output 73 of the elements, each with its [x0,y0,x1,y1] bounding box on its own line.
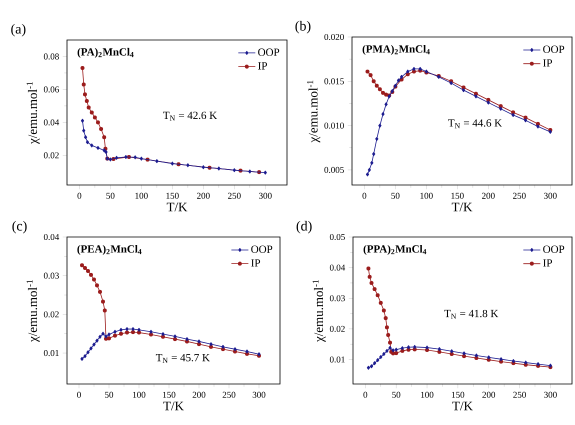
y-tick-label: 0.020 [324,34,344,40]
x-tick-label: 150 [166,192,179,199]
text: (PEA)$_{2}$MnCl$_{4}$ [77,244,142,255]
y-tick-label: 0.04 [44,119,60,126]
text: (PMA)$_{2}$MnCl$_{4}$ [362,44,430,55]
legend-label: IP [543,59,552,67]
y-tick-label: 0.02 [44,311,59,318]
x-tick-label: 0 [362,192,366,199]
x-tick-label: 250 [513,392,526,398]
y-tick-label: 0.01 [44,350,59,356]
x-tick-label: 100 [133,392,146,398]
x-tick-label: 200 [482,392,496,398]
legend-label: OOP [251,246,272,253]
x-tick-label: 200 [192,392,206,398]
y-tick-label: 0.05 [330,234,345,240]
x-tick-label: 250 [228,192,241,199]
chart-title: (a) [11,24,26,36]
x-tick-label: 200 [482,192,495,199]
x-axis-title: T/K [166,202,188,212]
x-tick-label: 250 [512,192,526,199]
y-axis-title: χ/emu.mol$^{-1}$ [26,82,40,144]
x-tick-label: 300 [259,192,272,199]
annotation: T$_{N}$ = 45.7 K [156,354,210,363]
x-tick-label: 250 [222,392,236,398]
y-axis-title: χ/emu.mol$^{-1}$ [307,80,320,143]
y-tick-label: 0.03 [44,272,59,279]
annotation: T$_{N}$ = 44.6 K [448,119,502,128]
y-tick-label: 0.02 [44,152,59,158]
y-tick-label: 0.04 [44,234,60,240]
legend-label: IP [258,62,268,70]
chart-title: (b) [295,20,310,34]
x-tick-label: 150 [452,392,464,398]
x-tick-label: 50 [105,392,114,398]
annotation: T$_{N}$ = 42.6 K [163,112,218,121]
x-tick-label: 0 [77,392,81,398]
y-tick-label: 0.015 [324,78,344,84]
y-tick-label: 0.08 [44,53,59,60]
y-tick-label: 0.01 [330,356,345,363]
x-tick-label: 300 [252,392,266,398]
x-axis-title: T/K [163,402,184,410]
legend-label: IP [543,259,552,267]
x-tick-label: 0 [363,392,368,398]
y-tick-label: 0.06 [44,86,59,92]
annotation: T$_{N}$ = 41.8 K [444,310,498,319]
legend-label: OOP [543,246,564,253]
chart-title: (c) [12,220,27,234]
x-tick-label: 0 [77,192,82,199]
y-tick-label: 0.005 [324,166,344,173]
x-tick-label: 200 [197,192,210,199]
y-tick-label: 0.03 [330,295,345,302]
x-tick-label: 100 [420,192,433,199]
x-tick-label: 50 [106,192,115,199]
chart-title: (d) [296,220,312,234]
x-axis-title: T/K [452,202,472,212]
y-tick-label: 0.04 [330,264,346,271]
y-tick-label: 0.010 [324,122,344,129]
x-tick-label: 100 [135,192,148,199]
x-tick-label: 300 [544,392,557,398]
x-tick-label: 50 [391,192,400,199]
x-tick-label: 100 [421,392,434,398]
x-tick-label: 150 [163,392,176,398]
y-axis-title: χ/emu.mol$^{-1}$ [26,280,40,342]
x-tick-label: 50 [392,392,400,398]
y-tick-label: 0.02 [330,326,345,332]
legend-label: IP [251,259,260,266]
text: (PPA)$_{2}$MnCl$_{4}$ [364,244,426,255]
x-axis-title: T/K [452,402,473,410]
legend-label: OOP [543,46,564,53]
x-tick-label: 300 [544,192,557,199]
text: (PA)$_{2}$MnCl$_{4}$ [78,48,134,58]
legend-label: OOP [258,48,280,56]
x-tick-label: 150 [451,192,464,199]
y-axis-title: χ/emu.mol$^{-1}$ [312,280,326,342]
